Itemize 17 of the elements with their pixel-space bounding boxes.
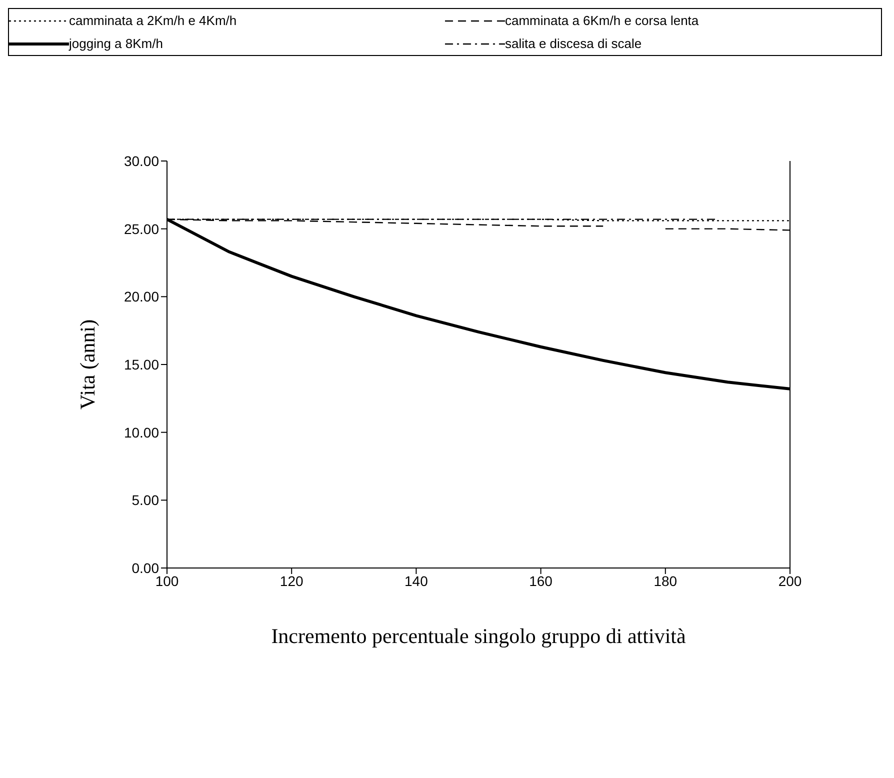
legend-label: camminata a 6Km/h e corsa lenta xyxy=(505,13,699,28)
y-tick-label: 5.00 xyxy=(132,492,160,508)
y-axis-title: Vita (anni) xyxy=(75,319,100,410)
y-tick-label: 10.00 xyxy=(124,424,160,440)
y-tick-label: 30.00 xyxy=(124,152,160,169)
x-tick-label: 200 xyxy=(778,572,802,589)
x-tick-label: 140 xyxy=(404,572,428,589)
x-tick-label: 160 xyxy=(529,572,553,589)
x-tick-label: 180 xyxy=(654,572,678,589)
y-tick-label: 25.00 xyxy=(124,220,160,237)
y-tick-label: 20.00 xyxy=(124,288,160,305)
y-tick-label: 15.00 xyxy=(124,356,160,372)
legend-label: jogging a 8Km/h xyxy=(69,36,163,51)
legend-label: camminata a 2Km/h e 4Km/h xyxy=(69,13,237,28)
legend-label: salita e discesa di scale xyxy=(505,36,642,51)
x-tick-label: 120 xyxy=(280,572,304,589)
x-axis-title: Incremento percentuale singolo gruppo di attività xyxy=(271,624,686,648)
